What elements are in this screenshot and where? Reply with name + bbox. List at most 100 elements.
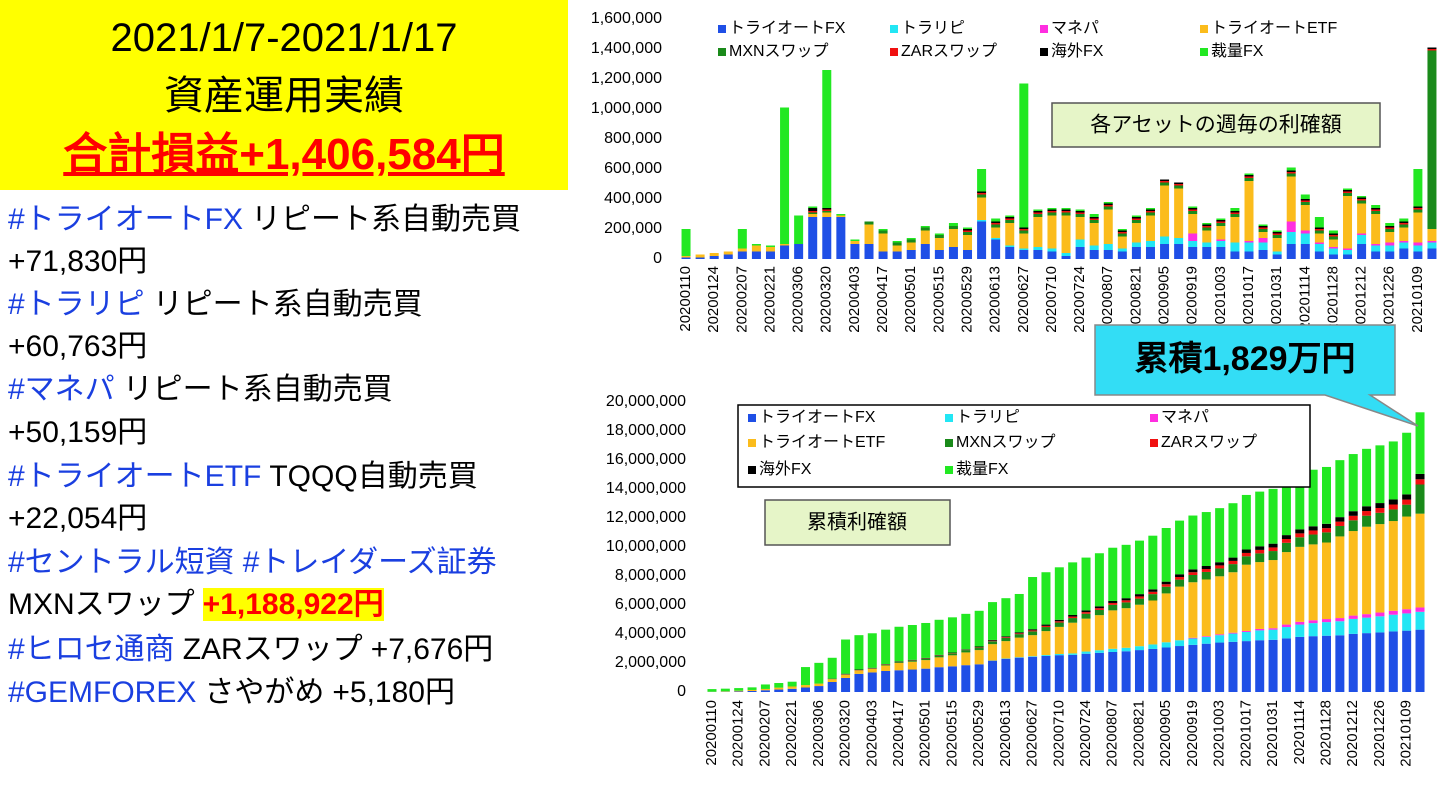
bar — [1175, 586, 1185, 641]
bar — [1054, 621, 1064, 623]
bar — [1244, 175, 1254, 177]
bar — [1061, 215, 1071, 253]
bar — [1160, 185, 1170, 237]
bar — [1005, 245, 1015, 247]
bar — [1014, 633, 1024, 635]
bar — [827, 657, 837, 679]
x-tick-label: 20200529 — [958, 266, 975, 333]
bar — [1241, 630, 1251, 632]
bar — [1375, 612, 1385, 617]
bar — [1322, 619, 1332, 623]
bar — [1375, 503, 1385, 508]
bar — [1134, 650, 1144, 692]
bar — [808, 206, 818, 208]
bar — [1188, 515, 1198, 570]
bar — [1028, 635, 1038, 657]
bar — [1054, 567, 1064, 620]
bar — [1188, 582, 1198, 638]
x-tick-label: 20201212 — [1353, 266, 1370, 333]
bar — [827, 679, 837, 682]
x-tick-label: 20200110 — [703, 700, 720, 766]
bar — [747, 690, 757, 692]
bar — [1089, 214, 1099, 217]
bar — [1047, 215, 1057, 249]
bar — [1268, 543, 1278, 548]
bar — [977, 197, 987, 220]
bar — [934, 235, 944, 238]
bar — [1061, 209, 1071, 211]
bar — [1268, 639, 1278, 692]
bar — [1033, 250, 1043, 259]
x-tick-label: 20201017 — [1240, 266, 1257, 333]
bar — [1148, 591, 1158, 595]
bar — [1295, 473, 1305, 530]
bar — [1188, 574, 1198, 583]
bar — [1413, 209, 1423, 213]
bar — [920, 227, 930, 231]
bar — [988, 639, 998, 641]
bar — [1255, 562, 1265, 629]
bar — [1215, 565, 1225, 569]
bar — [1228, 560, 1238, 565]
bar — [1014, 632, 1024, 634]
bar — [1413, 251, 1423, 259]
bar — [1241, 564, 1251, 631]
x-tick-label: 20200919 — [1184, 700, 1201, 767]
bar — [1295, 621, 1305, 625]
bar — [751, 245, 761, 252]
bar — [1258, 227, 1268, 229]
bar — [1348, 531, 1358, 616]
bar — [1068, 653, 1078, 655]
bar — [734, 688, 744, 691]
bar — [1335, 521, 1345, 526]
bar — [1295, 537, 1305, 547]
legend-label: トライオートETF — [1211, 20, 1337, 37]
bar — [1089, 217, 1099, 219]
bar — [1272, 251, 1282, 255]
legend-label: 海外FX — [759, 460, 812, 478]
bar — [780, 107, 790, 244]
bar — [1148, 600, 1158, 645]
x-tick-label: 20200501 — [902, 266, 919, 333]
bar — [836, 217, 846, 259]
bar — [1094, 553, 1104, 607]
x-tick-label: 20201017 — [1237, 700, 1254, 767]
bar — [1033, 247, 1043, 250]
item-text: リピート系自動売買 — [251, 203, 522, 236]
bar — [1241, 631, 1251, 642]
bar — [1216, 247, 1226, 259]
bar — [1258, 250, 1268, 259]
bar — [1094, 652, 1104, 692]
bar — [1343, 250, 1353, 255]
bar — [1108, 610, 1118, 649]
bar — [1375, 512, 1385, 525]
bar — [1268, 488, 1278, 544]
bar — [1033, 214, 1043, 217]
legend-label: MXNスワップ — [956, 433, 1056, 451]
bar — [878, 229, 888, 231]
bar — [1343, 196, 1353, 249]
bar — [1228, 503, 1238, 558]
bar — [1161, 647, 1171, 692]
bar — [1357, 203, 1367, 234]
bar — [1201, 512, 1211, 566]
bar — [1371, 251, 1381, 259]
bar — [1001, 641, 1011, 659]
bar — [894, 626, 904, 662]
bar — [1068, 615, 1078, 617]
bar — [822, 217, 832, 259]
bar — [1375, 524, 1385, 613]
bar — [765, 251, 775, 259]
bar — [1328, 235, 1338, 237]
bar — [1148, 535, 1158, 590]
bar — [1385, 223, 1395, 226]
x-tick-label: 20200417 — [890, 700, 907, 767]
legend-label: 裁量FX — [956, 460, 1009, 478]
bar — [1402, 516, 1412, 610]
bar — [1108, 602, 1118, 605]
bar — [881, 664, 891, 666]
bar — [1281, 627, 1291, 639]
bar — [1375, 507, 1385, 513]
bar — [1399, 242, 1409, 249]
bar — [808, 217, 818, 259]
